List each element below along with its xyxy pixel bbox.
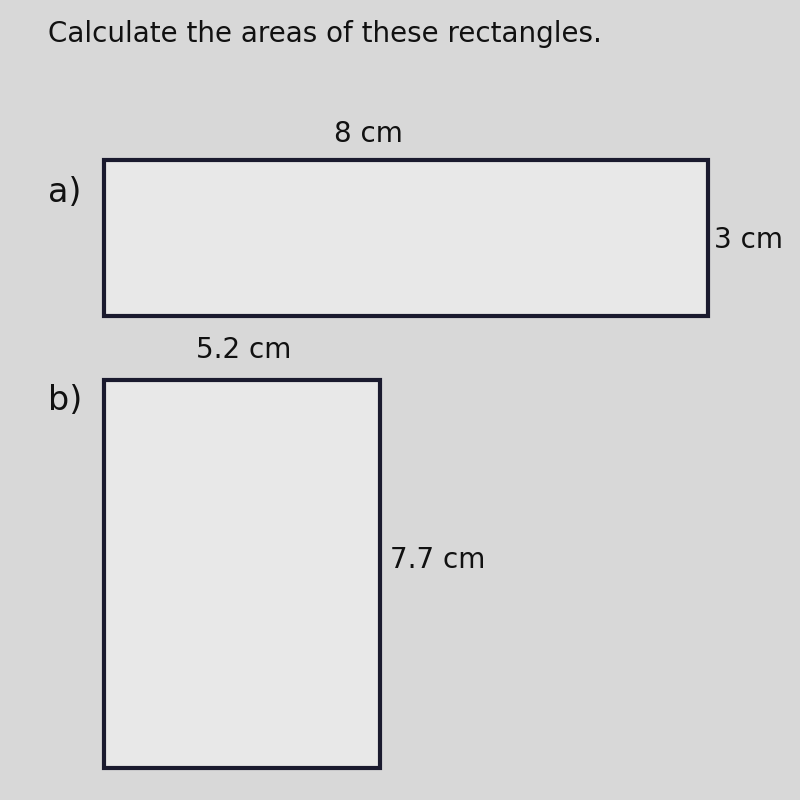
Bar	[104, 160, 708, 316]
Text: Calculate the areas of these rectangles.: Calculate the areas of these rectangles.	[48, 20, 602, 48]
Text: 3 cm: 3 cm	[714, 226, 783, 254]
Text: 7.7 cm: 7.7 cm	[390, 546, 485, 574]
Text: 5.2 cm: 5.2 cm	[196, 336, 292, 364]
Text: a): a)	[48, 175, 82, 209]
Bar	[104, 380, 380, 768]
Text: 8 cm: 8 cm	[334, 120, 402, 148]
Text: b): b)	[48, 383, 82, 417]
